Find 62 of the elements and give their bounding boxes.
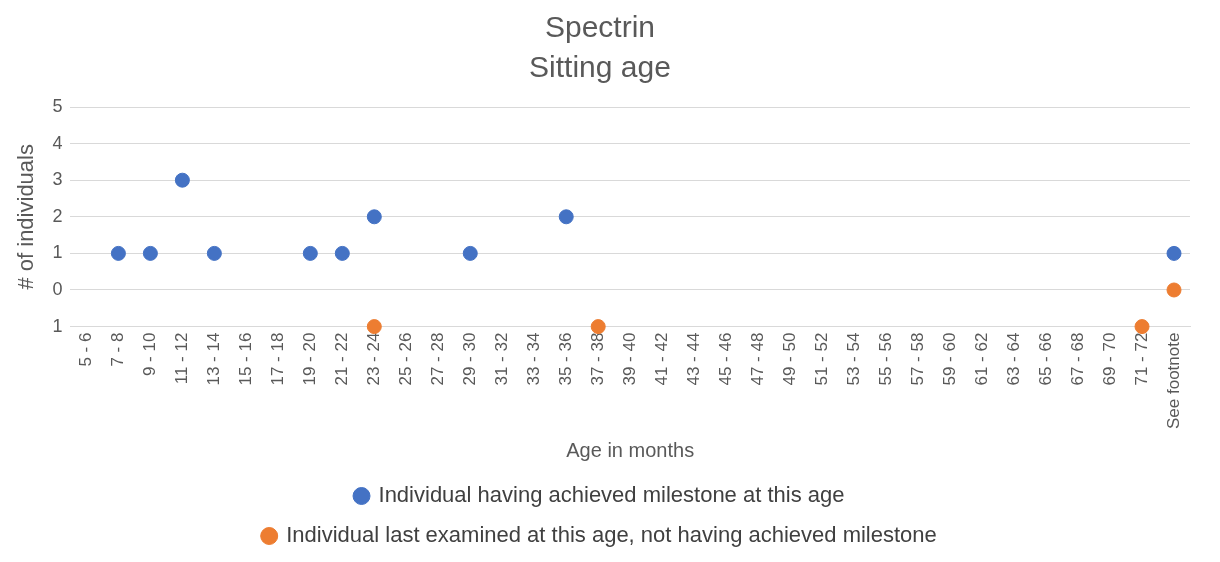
point <box>142 245 158 261</box>
x-tick-label: 59 - 60 <box>939 332 959 386</box>
point <box>1134 319 1150 335</box>
x-tick-label: 65 - 66 <box>1035 332 1055 386</box>
x-tick-label: 63 - 64 <box>1003 332 1023 386</box>
x-tick-label: 9 - 10 <box>140 332 160 377</box>
point <box>302 245 318 261</box>
y-tick-label: 1 <box>52 315 63 336</box>
point <box>110 245 126 261</box>
point <box>1166 282 1182 298</box>
x-tick-label: 71 - 72 <box>1131 332 1151 386</box>
point <box>590 319 606 335</box>
x-tick-label: 11 - 12 <box>172 332 192 385</box>
chart-title: Spectrin <box>544 10 656 44</box>
point <box>334 245 350 261</box>
x-tick-label: 45 - 46 <box>715 332 735 386</box>
legend-label: Individual having achieved milestone at this age <box>378 482 845 508</box>
x-tick-label: 35 - 36 <box>555 332 575 386</box>
x-tick-label: 39 - 40 <box>619 332 639 386</box>
y-tick-label: 5 <box>52 95 63 116</box>
x-tick-label: 31 - 32 <box>491 332 511 386</box>
x-tick-label: See footnote <box>1163 332 1183 430</box>
point <box>462 245 478 261</box>
x-tick-label: 51 - 52 <box>811 332 831 386</box>
point <box>206 245 222 261</box>
x-tick-label: 5 - 6 <box>76 332 96 367</box>
x-tick-label: 37 - 38 <box>587 332 607 386</box>
x-tick-label: 49 - 50 <box>779 332 799 386</box>
x-axis-title: Age in months <box>566 438 695 461</box>
x-tick-label: 55 - 56 <box>875 332 895 386</box>
y-tick-label: 4 <box>52 132 63 153</box>
x-tick-label: 53 - 54 <box>843 332 863 386</box>
x-tick-label: 7 - 8 <box>108 332 128 367</box>
x-tick-label: 21 - 22 <box>332 332 351 386</box>
x-tick-label: 57 - 58 <box>907 332 927 386</box>
x-tick-label: 43 - 44 <box>683 332 703 386</box>
x-tick-label: 25 - 26 <box>395 332 415 386</box>
x-tick-label: 19 - 20 <box>300 332 320 386</box>
x-tick-label: 29 - 30 <box>459 332 479 386</box>
y-tick-label: 1 <box>52 242 63 263</box>
point <box>366 319 382 335</box>
x-tick-label: 61 - 62 <box>971 332 991 386</box>
y-tick-label: 0 <box>52 278 63 299</box>
x-tick-label: 15 - 16 <box>236 332 256 386</box>
point <box>366 209 382 225</box>
x-tick-label: 13 - 14 <box>204 332 224 386</box>
chart-subtitle: Sitting age <box>529 50 671 84</box>
y-axis-title: # of individuals <box>13 144 39 290</box>
x-tick-label: 33 - 34 <box>523 332 543 386</box>
legend-label: Individual last examined at this age, not having achieved milestone <box>286 522 937 548</box>
x-tick-label: 23 - 24 <box>363 332 383 386</box>
point <box>1166 245 1182 261</box>
y-tick-label: 3 <box>52 169 63 190</box>
x-tick-label: 27 - 28 <box>427 332 447 386</box>
x-tick-label: 69 - 70 <box>1099 332 1119 386</box>
y-tick-label: 2 <box>52 205 63 226</box>
point <box>174 172 190 188</box>
point <box>558 209 574 225</box>
x-tick-label: 41 - 42 <box>651 332 671 386</box>
x-tick-label: 47 - 48 <box>747 332 767 386</box>
x-tick-label: 17 - 18 <box>268 332 288 386</box>
x-tick-label: 67 - 68 <box>1067 332 1087 386</box>
